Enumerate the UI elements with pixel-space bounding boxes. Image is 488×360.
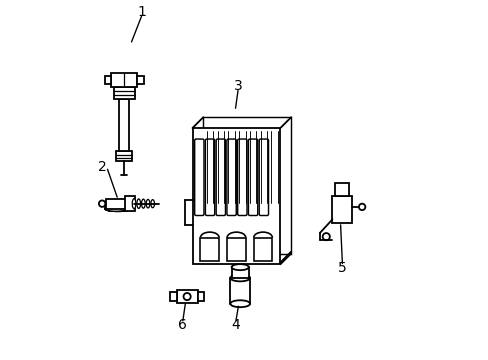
- Bar: [170, 292, 176, 301]
- Text: 6: 6: [178, 318, 187, 332]
- Circle shape: [322, 233, 329, 240]
- Bar: [226, 238, 245, 261]
- Ellipse shape: [99, 201, 105, 207]
- Ellipse shape: [137, 199, 140, 208]
- Ellipse shape: [230, 274, 249, 282]
- Text: 3: 3: [233, 79, 242, 93]
- Bar: [125, 197, 135, 211]
- FancyBboxPatch shape: [194, 139, 203, 216]
- Text: 5: 5: [337, 261, 346, 275]
- Ellipse shape: [132, 199, 136, 209]
- Bar: [203, 117, 290, 253]
- Ellipse shape: [231, 264, 248, 270]
- Text: 2: 2: [98, 161, 107, 175]
- Bar: [176, 290, 197, 303]
- Bar: [106, 199, 132, 209]
- Bar: [200, 238, 219, 261]
- Ellipse shape: [104, 206, 128, 211]
- Ellipse shape: [142, 199, 145, 208]
- Bar: [137, 76, 143, 84]
- FancyBboxPatch shape: [237, 139, 246, 216]
- FancyBboxPatch shape: [216, 139, 225, 216]
- FancyBboxPatch shape: [259, 139, 268, 216]
- Bar: [116, 151, 132, 161]
- Ellipse shape: [151, 200, 154, 208]
- FancyBboxPatch shape: [248, 139, 257, 216]
- Bar: [231, 267, 248, 278]
- Text: 4: 4: [231, 318, 240, 332]
- Text: 1: 1: [137, 5, 146, 19]
- Bar: [192, 128, 280, 264]
- Bar: [334, 183, 349, 196]
- Bar: [197, 292, 203, 301]
- Bar: [111, 73, 137, 87]
- Bar: [105, 76, 111, 84]
- Bar: [113, 87, 135, 99]
- FancyBboxPatch shape: [205, 139, 214, 216]
- Ellipse shape: [358, 204, 365, 210]
- Ellipse shape: [104, 206, 127, 211]
- Ellipse shape: [104, 206, 130, 211]
- Ellipse shape: [104, 206, 131, 212]
- Circle shape: [183, 293, 190, 300]
- Bar: [332, 196, 351, 223]
- FancyBboxPatch shape: [226, 139, 236, 216]
- Ellipse shape: [146, 199, 149, 208]
- Bar: [119, 99, 129, 151]
- Ellipse shape: [230, 300, 249, 307]
- Ellipse shape: [104, 206, 129, 211]
- Bar: [253, 238, 272, 261]
